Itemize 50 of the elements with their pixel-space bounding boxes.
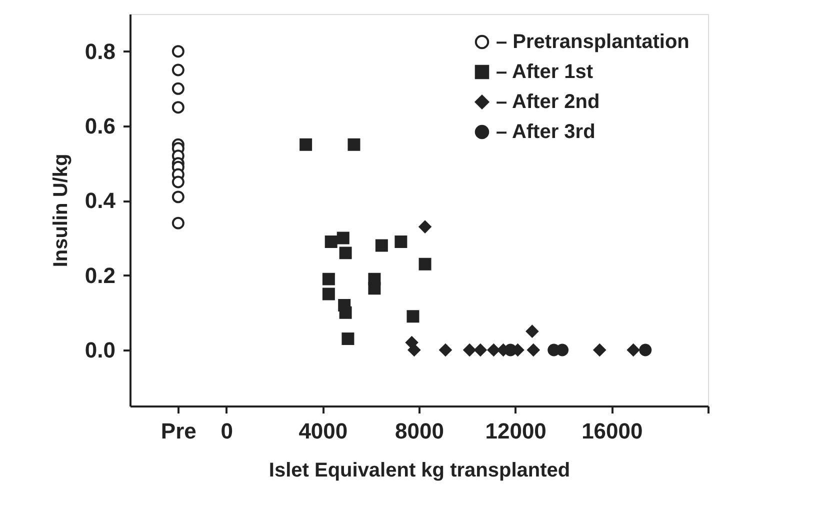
point bbox=[418, 220, 432, 234]
point bbox=[526, 325, 538, 338]
legend-label: – Pretransplantation bbox=[496, 31, 690, 53]
point bbox=[322, 272, 335, 286]
point bbox=[527, 344, 540, 356]
point bbox=[487, 344, 500, 356]
y-tick-label: 0.8 bbox=[84, 38, 116, 64]
point bbox=[627, 344, 640, 356]
x-tick-label: 12000 bbox=[485, 418, 546, 444]
point bbox=[300, 138, 312, 151]
point bbox=[504, 344, 517, 356]
y-axis-title: Insulin U/kg bbox=[50, 154, 72, 268]
legend-label: – After 3rd bbox=[496, 121, 596, 143]
point bbox=[439, 344, 452, 356]
y-tick-label: 0.2 bbox=[84, 262, 116, 288]
point bbox=[172, 216, 184, 230]
y-tick-label: 0.0 bbox=[84, 338, 116, 362]
point bbox=[406, 310, 420, 323]
point bbox=[474, 344, 487, 356]
y-tick-label: 0.6 bbox=[84, 114, 116, 138]
point bbox=[593, 344, 606, 356]
x-tick-label: 4000 bbox=[298, 418, 348, 444]
point bbox=[172, 45, 184, 58]
x-tick-label: 8000 bbox=[395, 418, 444, 444]
point bbox=[322, 288, 335, 300]
legend-label: – After 2nd bbox=[496, 91, 600, 113]
legend-label: – After 1st bbox=[496, 61, 594, 83]
point bbox=[463, 344, 476, 356]
point bbox=[172, 190, 184, 204]
point bbox=[172, 101, 184, 114]
point bbox=[348, 138, 360, 151]
point bbox=[368, 282, 381, 295]
point bbox=[342, 332, 354, 346]
point bbox=[336, 232, 350, 244]
point bbox=[324, 235, 338, 248]
point bbox=[172, 64, 184, 76]
point bbox=[375, 239, 388, 252]
point bbox=[408, 344, 420, 356]
point bbox=[639, 344, 652, 356]
point bbox=[339, 246, 352, 260]
point bbox=[394, 235, 408, 248]
y-tick-label: 0.4 bbox=[84, 188, 116, 214]
point bbox=[172, 176, 184, 188]
x-tick-label: 16000 bbox=[582, 418, 643, 444]
x-tick-label: 0 bbox=[220, 418, 233, 444]
point bbox=[172, 82, 184, 95]
x-axis-title: Islet Equivalent kg transplanted bbox=[268, 460, 570, 482]
x-tick-label: Pre bbox=[160, 418, 196, 444]
point bbox=[339, 306, 352, 319]
point bbox=[418, 258, 432, 270]
